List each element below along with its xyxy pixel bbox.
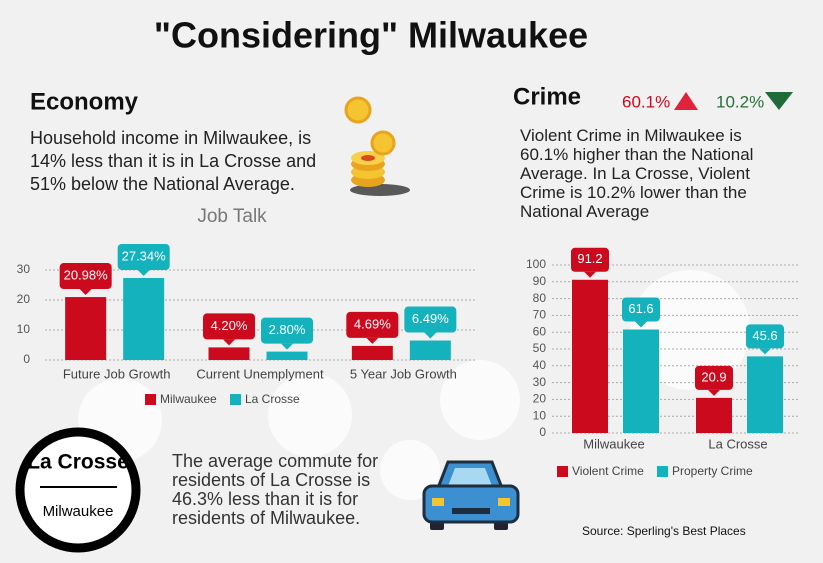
legend-swatch — [230, 394, 241, 405]
bar — [409, 340, 451, 360]
value-bubble — [404, 306, 457, 333]
value-label: 4.20% — [211, 318, 248, 333]
bubble-pointer — [223, 339, 235, 346]
value-bubble — [117, 243, 170, 270]
value-bubble — [346, 311, 399, 338]
value-bubble — [695, 365, 733, 390]
down-arrow — [765, 92, 793, 110]
bar — [65, 297, 107, 360]
chart-title: Job Talk — [197, 206, 267, 227]
badge — [15, 427, 141, 553]
value-label: 91.2 — [577, 251, 602, 266]
value-bubble — [571, 247, 609, 272]
value-bubble — [746, 324, 784, 349]
y-tick-label: 100 — [526, 257, 546, 271]
crime-indicator: 60.1% — [622, 92, 670, 111]
economy-text: Household income in Milwaukee, is 14% le… — [30, 128, 317, 194]
bar — [123, 277, 165, 360]
bubble-pointer — [584, 271, 596, 278]
bar — [747, 356, 783, 433]
up-arrow — [674, 92, 698, 110]
value-bubble — [622, 297, 660, 322]
y-tick-label: 10 — [533, 408, 547, 422]
legend-label: La Crosse — [245, 392, 300, 406]
value-bubble — [203, 313, 255, 340]
y-tick-label: 30 — [533, 375, 547, 389]
value-label: 45.6 — [752, 328, 777, 343]
y-tick-label: 20 — [17, 292, 31, 306]
value-label: 27.34% — [122, 248, 167, 263]
legend-label: Property Crime — [672, 464, 753, 478]
bubble-pointer — [424, 332, 437, 339]
x-tick-label: Current Unemplyment — [196, 366, 324, 381]
value-label: 4.69% — [354, 316, 391, 331]
y-tick-label: 0 — [23, 352, 30, 366]
bubble-pointer — [759, 348, 771, 355]
bubble-pointer — [79, 289, 92, 296]
x-tick-label: Milwaukee — [583, 436, 644, 451]
y-tick-label: 40 — [533, 358, 547, 372]
y-tick-label: 20 — [533, 392, 547, 406]
car-icon — [422, 460, 520, 530]
y-tick-label: 70 — [533, 308, 547, 322]
value-label: 61.6 — [628, 301, 653, 316]
legend-swatch — [557, 466, 568, 477]
legend-swatch — [657, 466, 668, 477]
y-tick-label: 80 — [533, 291, 547, 305]
bar — [572, 279, 608, 433]
value-label: 20.98% — [64, 267, 109, 282]
bar — [696, 397, 732, 433]
y-tick-label: 50 — [533, 341, 547, 355]
legend-label: Violent Crime — [572, 464, 644, 478]
x-tick-label: 5 Year Job Growth — [350, 366, 457, 381]
y-tick-label: 0 — [539, 425, 546, 439]
commute-text: The average commute for residents of La … — [172, 451, 379, 528]
crime-heading: Crime — [513, 83, 581, 110]
badge-top: La Crosse — [27, 451, 129, 474]
bubble-pointer — [281, 343, 293, 350]
value-bubble — [59, 263, 112, 290]
legend-label: Milwaukee — [160, 392, 217, 406]
y-tick-label: 10 — [17, 322, 31, 336]
value-bubble — [261, 317, 313, 344]
y-tick-label: 30 — [17, 262, 31, 276]
bubble-pointer — [635, 321, 647, 328]
value-label: 6.49% — [412, 311, 449, 326]
x-tick-label: Future Job Growth — [63, 366, 171, 381]
bubble-pointer — [366, 337, 379, 344]
legend-swatch — [145, 394, 156, 405]
y-tick-label: 90 — [533, 274, 547, 288]
badge-bottom: Milwaukee — [43, 503, 114, 520]
coins-icon — [344, 96, 410, 196]
economy-heading: Economy — [30, 88, 139, 115]
y-tick-label: 60 — [533, 324, 547, 338]
bar — [623, 329, 659, 433]
source: Source: Sperling's Best Places — [582, 524, 746, 538]
value-label: 2.80% — [269, 322, 306, 337]
bar — [351, 345, 393, 360]
bubble-pointer — [137, 269, 150, 276]
crime-indicator: 10.2% — [716, 92, 764, 111]
bar — [208, 347, 250, 360]
page-title: "Considering" Milwaukee — [154, 15, 588, 56]
x-tick-label: La Crosse — [708, 436, 767, 451]
crime-text: Violent Crime in Milwaukee is 60.1% high… — [520, 126, 754, 221]
value-label: 20.9 — [701, 369, 726, 384]
bubble-pointer — [708, 389, 720, 396]
bar — [266, 351, 308, 360]
